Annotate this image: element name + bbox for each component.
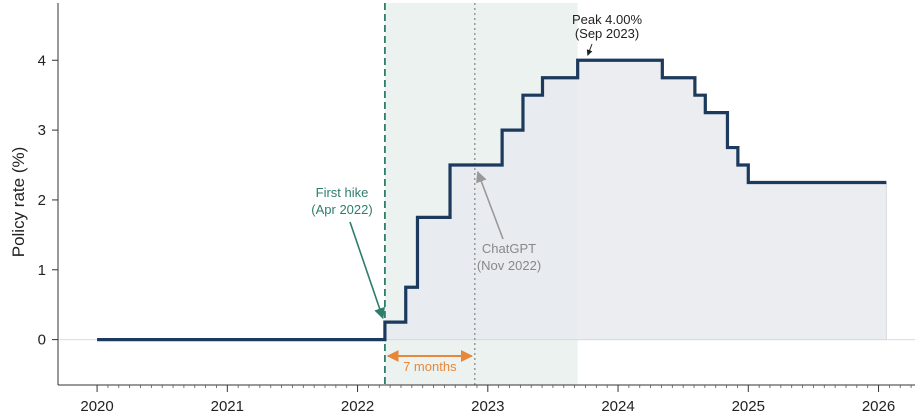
x-tick-label: 2021 — [211, 398, 244, 415]
y-tick-label: 3 — [38, 122, 46, 139]
x-tick-label: 2026 — [862, 398, 895, 415]
y-tick-label: 0 — [38, 332, 46, 349]
peak-arrow — [586, 43, 593, 56]
seven-months-label: 7 months — [403, 359, 457, 374]
x-tick-label: 2023 — [471, 398, 504, 415]
first-hike-label: First hike — [316, 185, 369, 200]
chatgpt-arrow — [476, 170, 504, 240]
policy-rate-line — [97, 58, 887, 342]
peak-date: (Sep 2023) — [575, 26, 639, 41]
first-hike-date: (Apr 2022) — [311, 202, 372, 217]
y-tick-label: 1 — [38, 262, 46, 279]
x-tick-label: 2022 — [341, 398, 374, 415]
chatgpt-label: ChatGPT — [482, 241, 536, 256]
chatgpt-date: (Nov 2022) — [477, 258, 541, 273]
x-tick-label: 2020 — [80, 398, 113, 415]
x-tick-label: 2025 — [732, 398, 765, 415]
peak-label: Peak 4.00% — [572, 12, 643, 27]
y-tick-label: 4 — [38, 52, 46, 69]
y-tick-label: 2 — [38, 192, 46, 209]
first-hike-arrow — [349, 221, 385, 320]
x-tick-label: 2024 — [601, 398, 634, 415]
y-axis-title: Policy rate (%) — [9, 147, 28, 258]
